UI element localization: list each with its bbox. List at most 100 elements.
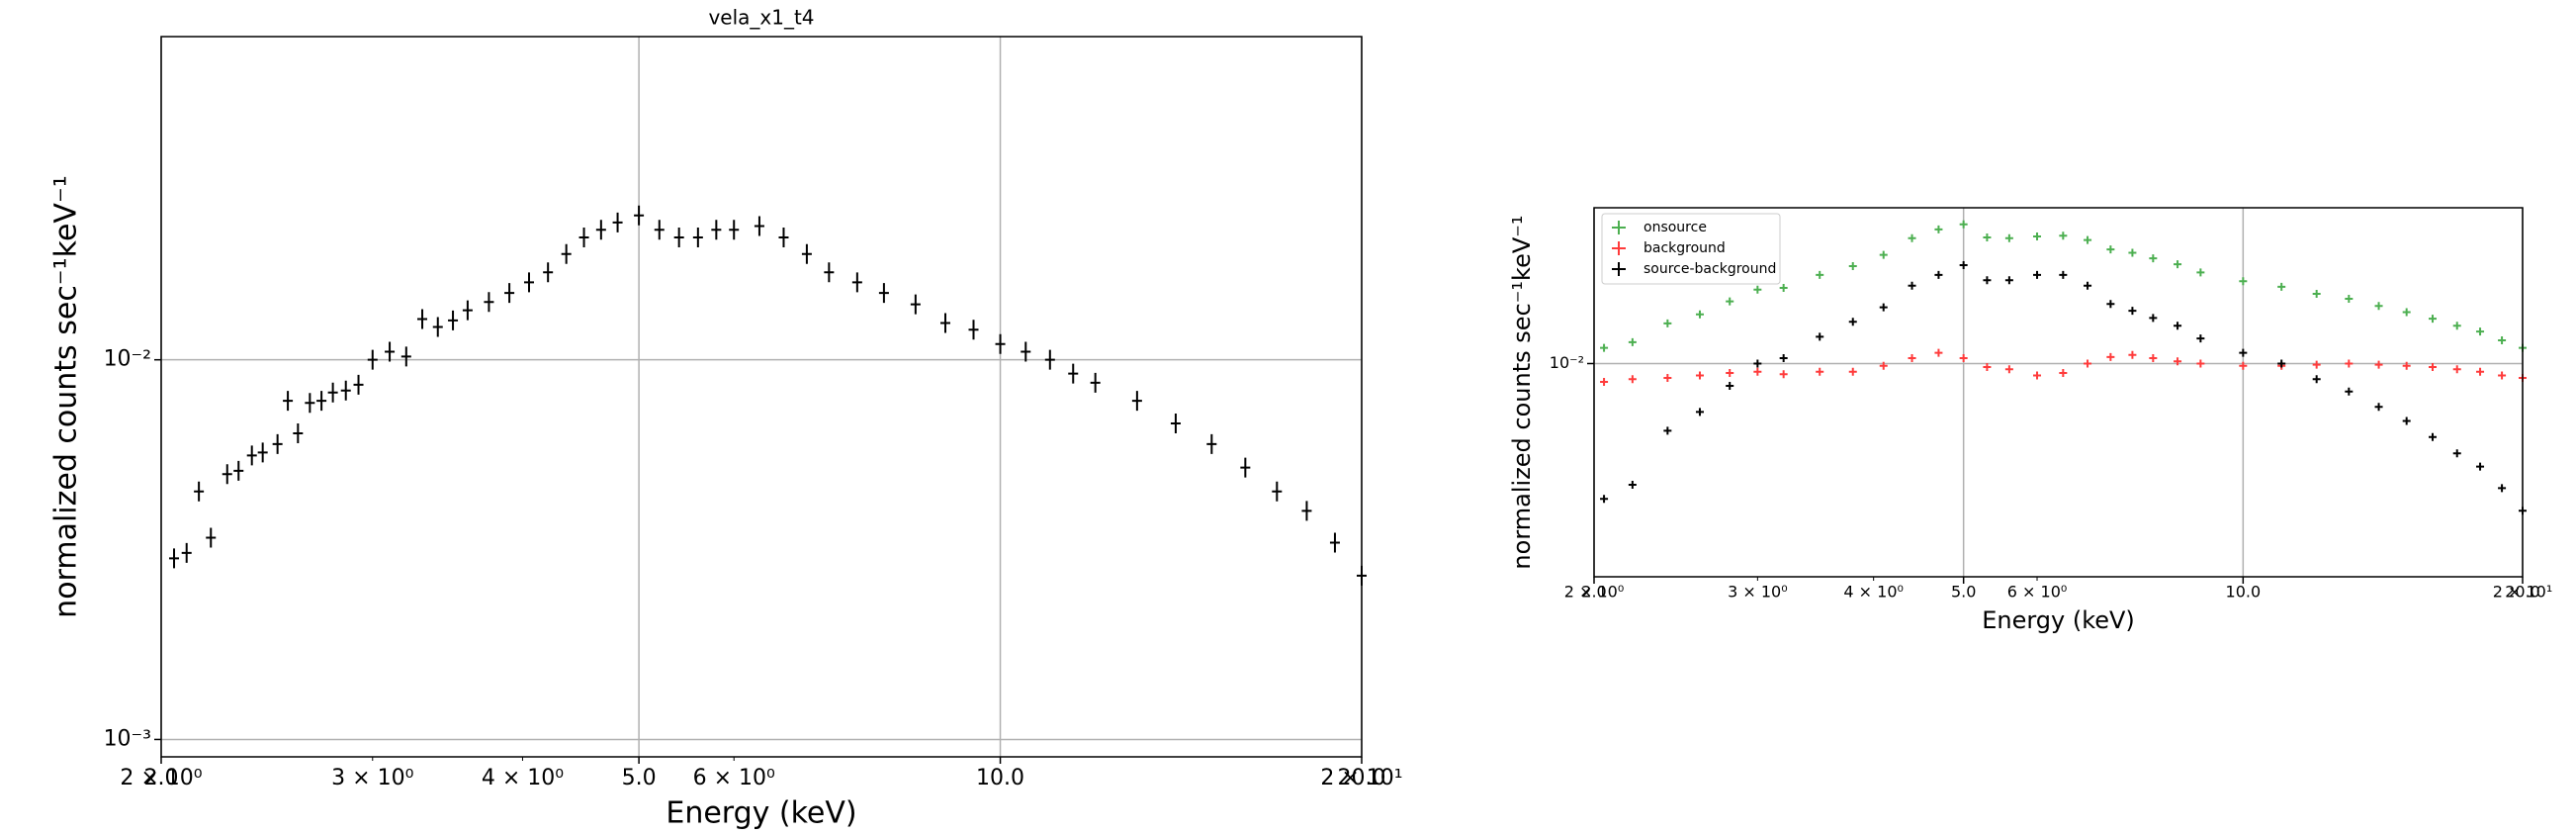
data-point [2033,371,2042,380]
data-point [1301,501,1312,521]
data-point [1272,481,1283,502]
x-minor-tick-label: 4 × 10⁰ [482,766,564,790]
data-point [2106,300,2115,309]
data-point [432,317,443,337]
data-point [2128,307,2137,316]
x-minor-tick-label: 6 × 10⁰ [2007,583,2068,602]
data-point [462,300,473,321]
legend-label: source-background [1643,261,1776,277]
data-point [2277,282,2286,291]
data-point [2312,375,2321,384]
data-point [1753,285,1762,294]
data-point [1934,225,1943,233]
x-tick-label: 20.0 [1338,766,1386,790]
data-point [595,220,606,240]
legend-marker [1612,241,1626,255]
data-point [940,313,950,333]
data-point [2476,327,2485,336]
data-point [2059,270,2068,279]
data-point [1044,349,1055,370]
legend-marker [1612,221,1626,234]
data-point [1628,375,1637,384]
data-point [910,294,921,315]
data-point [2149,353,2158,362]
data-point [2374,403,2383,412]
data-point [2476,367,2485,376]
data-point [2452,322,2461,330]
data-point [1206,433,1217,454]
x-tick-label: 2.0 [144,766,179,790]
data-point [2429,315,2437,324]
data-point [1779,353,1788,362]
x-minor-tick-label: 4 × 10⁰ [1843,583,1904,602]
data-point [878,283,889,304]
data-point [2402,308,2411,317]
data-point [1959,353,1968,362]
data-point [1816,270,1824,279]
data-point [2033,270,2042,279]
x-minor-tick-label: 3 × 10⁰ [1728,583,1788,602]
chart-title: vela_x1_t4 [708,6,814,30]
data-point [2498,484,2507,493]
data-point [2174,322,2182,330]
data-point [2345,359,2354,368]
data-point [1726,368,1734,377]
data-point [2196,268,2205,277]
data-point [1600,495,1609,504]
data-point [2084,281,2092,290]
data-point [2128,350,2137,359]
data-point [1908,233,1916,242]
x-axis-label: Energy (keV) [1982,606,2135,634]
data-point [754,216,764,236]
data-point [1726,297,1734,306]
data-point [1908,281,1916,290]
data-point [711,220,722,240]
data-point [1934,270,1943,279]
data-point [692,228,703,248]
data-point [729,220,740,240]
data-point [484,292,494,313]
x-tick-label: 2.0 [1581,583,1606,602]
data-point [824,262,835,283]
data-point [233,460,244,481]
data-point [1959,220,1968,229]
data-point [385,341,396,362]
data-point [340,380,351,401]
legend-label: background [1643,240,1726,256]
data-point [1663,426,1672,435]
data-point [257,442,268,463]
legend-label: onsource [1643,220,1707,235]
data-point [543,262,554,283]
data-point [1663,319,1672,327]
data-point [2106,245,2115,254]
data-point [2239,348,2248,357]
data-point [1021,341,1031,362]
data-point [1879,303,1888,312]
data-point [654,220,665,240]
x-minor-tick-label: 6 × 10⁰ [693,766,775,790]
data-point [524,272,534,293]
data-point [1879,250,1888,259]
legend-box [1601,213,1781,285]
data-point [1753,359,1762,368]
data-point [316,391,327,412]
data-point [2374,360,2383,369]
data-point [801,243,812,264]
data-point [2402,417,2411,425]
data-point [1779,284,1788,293]
x-tick-label: 10.0 [2226,583,2262,602]
data-point [206,527,217,548]
data-point [2004,276,2013,285]
data-point [1600,377,1609,386]
plot-frame [1593,207,2524,578]
data-point [1848,318,1857,326]
data-point [2374,302,2383,311]
data-point [1983,276,1992,285]
data-point [1695,310,1704,319]
x-minor-tick-label: 2 × 10¹ [1320,766,1402,790]
data-point [1240,457,1251,478]
data-point [367,349,378,370]
data-point [246,445,257,466]
data-point [1848,367,1857,376]
